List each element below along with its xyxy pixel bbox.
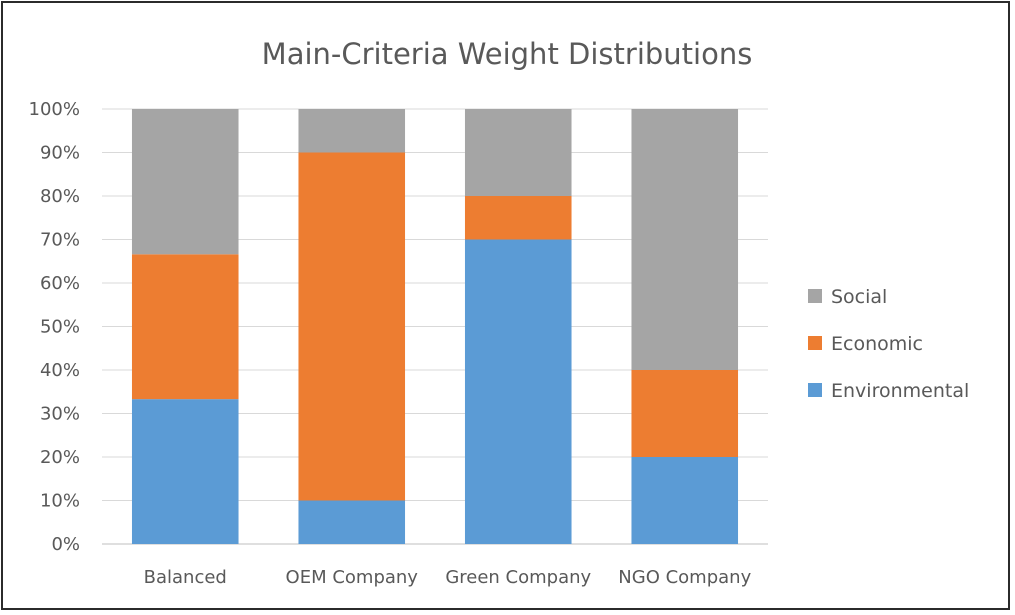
bar-environmental (631, 457, 739, 544)
bar-social (298, 109, 406, 153)
legend-swatch (808, 383, 822, 397)
y-tick-label: 50% (40, 317, 80, 338)
bar-economic (298, 152, 406, 501)
bar-environmental (298, 500, 406, 544)
chart-title: Main-Criteria Weight Distributions (262, 37, 753, 71)
bar-economic (631, 370, 739, 457)
x-category-label: NGO Company (618, 567, 751, 588)
bar-social (131, 109, 239, 255)
y-tick-label: 30% (40, 404, 80, 425)
bar-environmental (131, 399, 239, 544)
y-tick-label: 40% (40, 360, 80, 381)
y-tick-label: 90% (40, 143, 80, 164)
y-tick-label: 10% (40, 491, 80, 512)
bar-social (464, 109, 572, 196)
bar-economic (131, 254, 239, 400)
bars (131, 109, 739, 544)
legend-label: Environmental (831, 380, 969, 402)
legend: Social Economic Environmental (808, 286, 969, 402)
y-tick-label: 100% (29, 99, 80, 120)
x-category-label: Balanced (144, 567, 227, 588)
y-tick-label: 80% (40, 186, 80, 207)
y-tick-label: 70% (40, 230, 80, 251)
legend-swatch (808, 289, 822, 303)
y-tick-label: 20% (40, 447, 80, 468)
x-axis-categories: Balanced OEM Company Green Company NGO Comp… (144, 567, 752, 588)
bar-social (631, 109, 739, 370)
legend-swatch (808, 336, 822, 350)
y-tick-label: 60% (40, 273, 80, 294)
bar-environmental (464, 239, 572, 544)
legend-label: Social (831, 286, 887, 308)
x-category-label: OEM Company (286, 567, 419, 588)
x-category-label: Green Company (445, 567, 591, 588)
bar-economic (464, 196, 572, 240)
y-tick-label: 0% (51, 534, 80, 555)
y-axis-ticks: 0% 10% 20% 30% 40% 50% 60% 70% 80% 90% 100% (29, 99, 80, 555)
legend-label: Economic (831, 333, 923, 355)
